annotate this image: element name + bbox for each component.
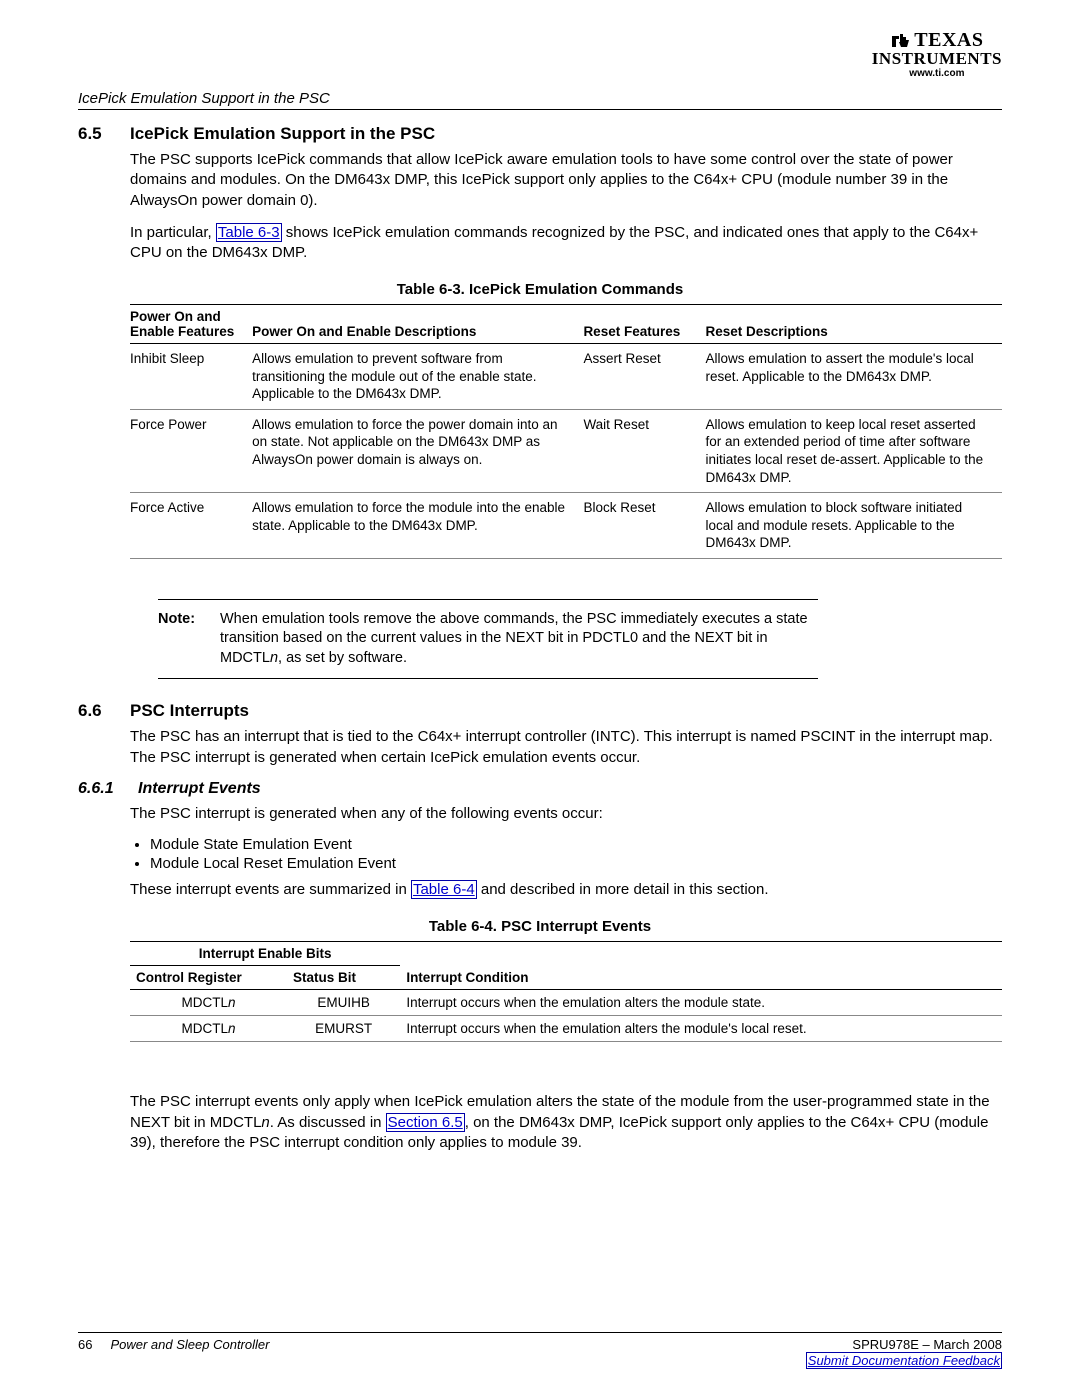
- text: In particular,: [130, 224, 216, 241]
- cell: Assert Reset: [583, 344, 705, 410]
- text-italic-n: n: [261, 1114, 269, 1131]
- cell: Allows emulation to keep local reset ass…: [706, 409, 1002, 492]
- logo-url: www.ti.com: [872, 69, 1002, 79]
- section-title: PSC Interrupts: [130, 701, 249, 721]
- cell-condition: Interrupt occurs when the emulation alte…: [400, 990, 1002, 1016]
- subsection-title: Interrupt Events: [138, 780, 261, 798]
- cell-condition: Interrupt occurs when the emulation alte…: [400, 1016, 1002, 1042]
- th-reset-desc: Reset Descriptions: [706, 305, 1002, 344]
- table-6-4: Interrupt Enable Bits Control Register S…: [130, 941, 1002, 1042]
- th-control-register: Control Register: [130, 966, 287, 990]
- table-6-3-caption: Table 6-3. IcePick Emulation Commands: [78, 281, 1002, 298]
- text-italic-n: n: [270, 650, 278, 666]
- sec661-para2: These interrupt events are summarized in…: [130, 880, 1002, 900]
- page-footer: 66 Power and Sleep Controller SPRU978E –…: [78, 1332, 1002, 1369]
- cell: Inhibit Sleep: [130, 344, 252, 410]
- text: MDCTL: [181, 1021, 228, 1036]
- cell-bit: EMURST: [287, 1016, 400, 1042]
- cell: Force Active: [130, 493, 252, 559]
- cell: Block Reset: [583, 493, 705, 559]
- section-6-5-link[interactable]: Section 6.5: [386, 1113, 465, 1132]
- subsection-number: 6.6.1: [78, 780, 126, 798]
- footer-chapter-title: Power and Sleep Controller: [110, 1337, 269, 1369]
- th-enable-desc: Power On and Enable Descriptions: [252, 305, 583, 344]
- note-text: When emulation tools remove the above co…: [220, 610, 818, 669]
- th-enable-features: Power On and Enable Features: [130, 305, 252, 344]
- table-row: Inhibit Sleep Allows emulation to preven…: [130, 344, 1002, 410]
- text: , as set by software.: [278, 650, 407, 666]
- closing-para: The PSC interrupt events only apply when…: [130, 1092, 1002, 1153]
- text: MDCTL: [181, 995, 228, 1010]
- section-6-6-heading: 6.6 PSC Interrupts: [78, 701, 1002, 721]
- text-italic-n: n: [228, 1021, 236, 1036]
- table-row: MDCTLn EMUIHB Interrupt occurs when the …: [130, 990, 1002, 1016]
- section-title: IcePick Emulation Support in the PSC: [130, 124, 435, 144]
- text: . As discussed in: [270, 1114, 386, 1131]
- section-number: 6.5: [78, 124, 114, 144]
- cell: Allows emulation to force the module int…: [252, 493, 583, 559]
- section-number: 6.6: [78, 701, 114, 721]
- note-label: Note:: [158, 610, 206, 669]
- sec661-para1: The PSC interrupt is generated when any …: [130, 804, 1002, 824]
- table-row: Force Power Allows emulation to force th…: [130, 409, 1002, 492]
- cell-register: MDCTLn: [130, 990, 287, 1016]
- list-item: Module State Emulation Event: [150, 836, 1002, 853]
- sec65-para2: In particular, Table 6-3 shows IcePick e…: [130, 223, 1002, 264]
- table-6-4-link[interactable]: Table 6-4: [411, 880, 477, 899]
- sec65-para1: The PSC supports IcePick commands that a…: [130, 150, 1002, 211]
- ti-logo: TEXAS INSTRUMENTS www.ti.com: [872, 30, 1002, 79]
- footer-doc-id: SPRU978E – March 2008: [806, 1337, 1002, 1352]
- event-bullet-list: Module State Emulation Event Module Loca…: [130, 836, 1002, 872]
- ti-chip-icon: [890, 32, 912, 50]
- cell: Allows emulation to assert the module's …: [706, 344, 1002, 410]
- page-header: TEXAS INSTRUMENTS www.ti.com: [78, 30, 1002, 90]
- text-italic-n: n: [228, 995, 236, 1010]
- sec66-para1: The PSC has an interrupt that is tied to…: [130, 727, 1002, 768]
- text: Enable Features: [130, 324, 234, 339]
- text: Power On and: [130, 309, 221, 324]
- note-block: Note: When emulation tools remove the ab…: [158, 599, 818, 680]
- logo-texas: TEXAS: [914, 29, 983, 51]
- list-item: Module Local Reset Emulation Event: [150, 855, 1002, 872]
- running-head: IcePick Emulation Support in the PSC: [78, 90, 1002, 110]
- th-reset-features: Reset Features: [583, 305, 705, 344]
- cell-bit: EMUIHB: [287, 990, 400, 1016]
- th-interrupt-condition: Interrupt Condition: [400, 966, 1002, 990]
- table-6-3-link[interactable]: Table 6-3: [216, 223, 282, 242]
- text: These interrupt events are summarized in: [130, 881, 411, 898]
- cell: Force Power: [130, 409, 252, 492]
- table-6-3: Power On and Enable Features Power On an…: [130, 304, 1002, 558]
- section-6-5-heading: 6.5 IcePick Emulation Support in the PSC: [78, 124, 1002, 144]
- table-row: MDCTLn EMURST Interrupt occurs when the …: [130, 1016, 1002, 1042]
- th-span-enable-bits: Interrupt Enable Bits: [130, 942, 400, 966]
- logo-instruments: INSTRUMENTS: [872, 50, 1002, 67]
- table-row: Force Active Allows emulation to force t…: [130, 493, 1002, 559]
- th-status-bit: Status Bit: [287, 966, 400, 990]
- th-blank: [400, 942, 1002, 966]
- cell: Wait Reset: [583, 409, 705, 492]
- submit-feedback-link[interactable]: Submit Documentation Feedback: [806, 1352, 1002, 1369]
- cell: Allows emulation to prevent software fro…: [252, 344, 583, 410]
- text: and described in more detail in this sec…: [477, 881, 769, 898]
- cell-register: MDCTLn: [130, 1016, 287, 1042]
- page-number: 66: [78, 1337, 92, 1369]
- cell: Allows emulation to block software initi…: [706, 493, 1002, 559]
- table-6-4-caption: Table 6-4. PSC Interrupt Events: [78, 918, 1002, 935]
- section-6-6-1-heading: 6.6.1 Interrupt Events: [78, 780, 1002, 798]
- cell: Allows emulation to force the power doma…: [252, 409, 583, 492]
